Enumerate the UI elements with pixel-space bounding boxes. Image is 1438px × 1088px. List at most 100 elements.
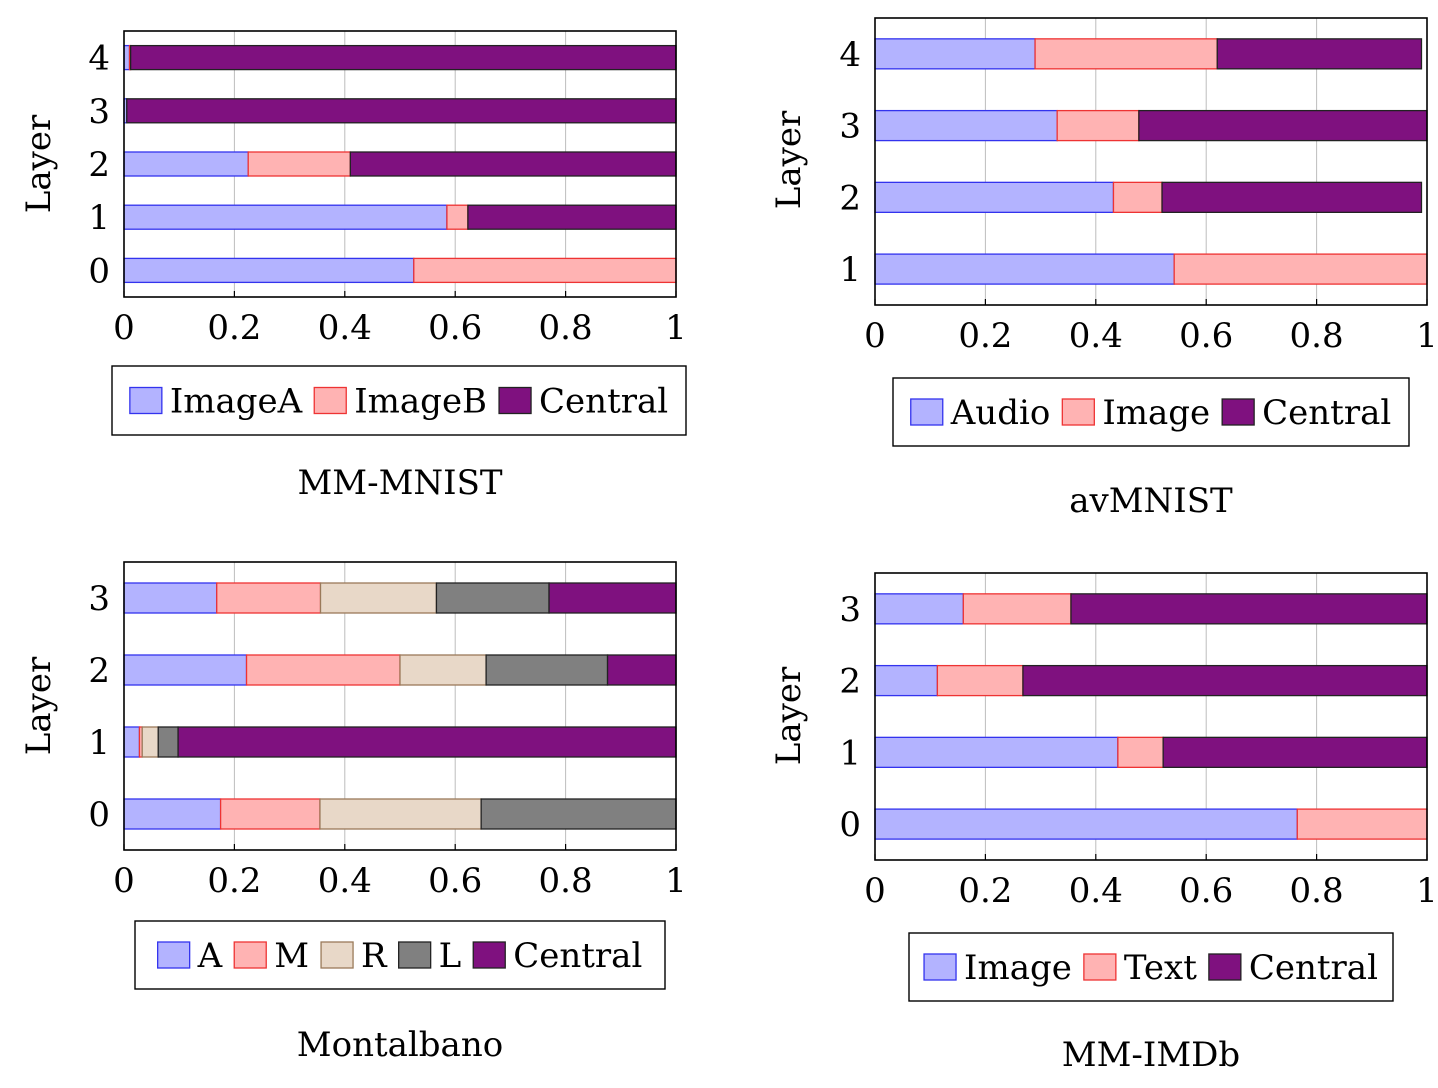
bar-m-layer-2 [245, 654, 401, 686]
legend-label-imageb: ImageB [354, 382, 487, 422]
bar-imageb-layer-2 [247, 151, 351, 177]
legend-swatch-l [398, 941, 432, 969]
x-tick-label: 1 [1416, 871, 1438, 911]
chart-title: MM-MNIST [297, 463, 502, 503]
legend-label-central: Central [513, 936, 642, 976]
legend-swatch-central [1221, 398, 1255, 426]
x-tick-label: 0 [113, 861, 135, 901]
x-tick-label: 1 [1416, 316, 1438, 356]
bar-a-layer-1 [123, 726, 141, 758]
bar-imagea-layer-2 [123, 151, 249, 177]
legend-swatch-text [1083, 953, 1117, 981]
legend-swatch-image [1061, 398, 1095, 426]
plot-frame [123, 30, 677, 298]
bar-text-layer-2 [936, 664, 1024, 697]
legend-label-audio: Audio [950, 393, 1051, 433]
legend-box [892, 377, 1410, 447]
bar-imageb-layer-0 [413, 257, 677, 284]
y-axis-label: Layer [769, 110, 809, 209]
x-tick-label: 0.6 [1179, 871, 1233, 911]
legend-swatch-r [320, 941, 354, 969]
bar-image-layer-1 [1173, 253, 1428, 285]
bar-a-layer-2 [123, 654, 248, 686]
legend-swatch-imagea [129, 386, 163, 415]
bar-audio-layer-4 [874, 38, 1036, 70]
x-tick-label: 0.6 [428, 308, 482, 348]
legend-swatch-central [1208, 953, 1242, 981]
x-tick-label: 0.6 [1179, 316, 1233, 356]
legend-swatch-m [233, 941, 267, 969]
legend: ImageA ImageB Central [111, 365, 687, 436]
legend: Audio Image Central [892, 377, 1410, 447]
bar-r-layer-0 [319, 798, 482, 830]
x-tick-label: 0 [864, 316, 886, 356]
y-axis-label: Layer [769, 666, 809, 765]
bar-image-layer-1 [874, 736, 1119, 768]
bar-l-layer-3 [435, 582, 550, 614]
x-tick-label: 0.4 [318, 308, 372, 348]
bar-central-layer-2 [1022, 664, 1428, 697]
y-tick-label: 4 [88, 39, 110, 79]
bar-text-layer-1 [1117, 736, 1164, 768]
legend-label-l: L [439, 936, 462, 976]
chart-3: 0 1 2 3 0 0.2 0.4 0.6 0.8 1 Layer A M R L Central Montal… [19, 561, 687, 1065]
bar-central-layer-1 [1162, 736, 1428, 768]
legend-label-r: R [361, 936, 388, 976]
chart-title: avMNIST [1069, 481, 1233, 521]
y-tick-label: 2 [88, 651, 110, 691]
y-tick-label: 3 [839, 590, 861, 630]
plot-frame [123, 561, 677, 851]
chart-1: 0 1 2 3 4 0 0.2 0.4 0.6 0.8 1 Layer ImageA ImageB Cent… [19, 30, 687, 503]
bar-central-layer-3 [1070, 593, 1428, 625]
legend-label-text: Text [1124, 948, 1197, 988]
chart-4: 0 1 2 3 0 0.2 0.4 0.6 0.8 1 Layer Image Text Central M… [769, 572, 1438, 1075]
y-tick-label: 2 [839, 662, 861, 702]
bar-imagea-layer-1 [123, 204, 448, 230]
legend-label-image: Image [1102, 393, 1210, 433]
bar-m-layer-3 [216, 582, 322, 614]
y-tick-label: 3 [88, 92, 110, 132]
legend-swatch-audio [910, 398, 944, 426]
bar-image-layer-2 [874, 664, 939, 697]
chart-title: Montalbano [297, 1025, 503, 1065]
y-tick-label: 1 [839, 733, 861, 773]
legend: A M R L Central [134, 920, 666, 990]
x-tick-label: 0.2 [207, 308, 261, 348]
plot-frame [874, 17, 1428, 306]
bar-image-layer-2 [1112, 181, 1163, 214]
y-tick-label: 4 [839, 35, 861, 75]
legend-swatch-central [498, 386, 532, 415]
y-tick-label: 1 [839, 250, 861, 290]
bar-r-layer-3 [319, 582, 438, 614]
x-tick-label: 0.4 [1069, 316, 1123, 356]
x-tick-label: 0.6 [428, 861, 482, 901]
plot-frame [874, 572, 1428, 861]
legend-box [908, 932, 1394, 1002]
y-tick-label: 2 [88, 145, 110, 185]
legend-swatch-image [923, 953, 957, 981]
bar-imageb-layer-1 [446, 204, 469, 230]
bar-image-layer-4 [1034, 38, 1218, 70]
y-tick-label: 0 [88, 795, 110, 835]
bar-image-layer-0 [874, 808, 1298, 840]
x-tick-label: 0.8 [1290, 871, 1344, 911]
y-tick-label: 0 [88, 251, 110, 291]
bar-central-layer-4 [129, 44, 677, 71]
bar-central-layer-3 [126, 98, 677, 124]
bar-audio-layer-1 [874, 253, 1175, 285]
bar-r-layer-2 [399, 654, 487, 686]
bar-central-layer-2 [1161, 181, 1423, 214]
x-tick-label: 0.2 [958, 871, 1012, 911]
x-tick-label: 0.8 [539, 861, 593, 901]
bar-image-layer-3 [874, 593, 964, 625]
bar-central-layer-3 [1138, 109, 1428, 142]
legend-label-imagea: ImageA [170, 382, 303, 422]
legend-label-image: Image [964, 948, 1072, 988]
legend-swatch-imageb [313, 386, 347, 415]
x-tick-label: 0.2 [207, 861, 261, 901]
bar-a-layer-3 [123, 582, 218, 614]
x-tick-label: 1 [665, 861, 687, 901]
bar-central-layer-1 [177, 726, 677, 758]
legend-label-a: A [197, 936, 223, 976]
